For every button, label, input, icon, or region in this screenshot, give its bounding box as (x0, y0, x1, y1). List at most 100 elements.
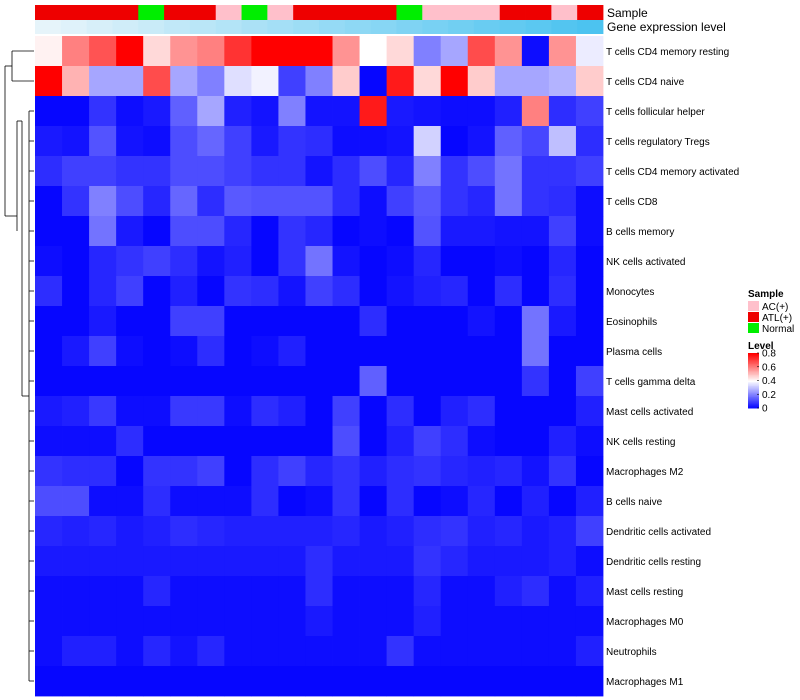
heatmap-cell (62, 666, 90, 697)
heatmap-cell (35, 186, 63, 217)
heatmap-cell (386, 516, 415, 547)
heatmap-cell (197, 96, 225, 127)
heatmap-cell (197, 156, 225, 187)
heatmap-cell (170, 96, 198, 127)
sample-annotation-cell (396, 5, 423, 20)
legend-label: AC(+) (762, 302, 788, 313)
colorbar-segment (748, 355, 759, 358)
heatmap-cell (170, 516, 198, 547)
heatmap-cell (521, 216, 550, 247)
colorbar-segment (748, 406, 759, 409)
colorbar-segment (748, 384, 759, 387)
row-label: Dendritic cells resting (606, 557, 701, 568)
row-label: T cells CD4 memory resting (606, 47, 729, 58)
sample-annotation-cell (35, 5, 62, 20)
heatmap-cell (251, 576, 279, 607)
heatmap-cell (386, 36, 415, 67)
heatmap-cell (548, 366, 577, 397)
heatmap-cell (521, 516, 550, 547)
heatmap-cell (386, 426, 415, 457)
heatmap-cell (170, 426, 198, 457)
heatmap-cell (224, 96, 252, 127)
sample-annotation-cell (112, 5, 139, 20)
colorbar-segment (748, 397, 759, 399)
heatmap-cell (440, 216, 469, 247)
heatmap-cell (197, 276, 225, 307)
heatmap-cell (440, 486, 469, 517)
heatmap-cell (440, 456, 469, 487)
heatmap-cell (197, 666, 225, 697)
level-annotation-cell (138, 20, 165, 34)
heatmap-cell (332, 366, 360, 397)
heatmap-cell (89, 246, 117, 277)
heatmap-cell (62, 336, 90, 367)
heatmap-cell (224, 336, 252, 367)
heatmap-cell (494, 636, 523, 667)
heatmap-cell (116, 366, 144, 397)
heatmap-cell (386, 216, 415, 247)
heatmap-cell (224, 216, 252, 247)
heatmap-cell (359, 126, 388, 157)
sample-annotation-cell (164, 5, 191, 20)
heatmap-cell (332, 96, 360, 127)
heatmap-cell (494, 546, 523, 577)
heatmap-cell (62, 306, 90, 337)
colorbar-segment (748, 377, 759, 380)
heatmap-cell (305, 606, 333, 637)
heatmap-cell (332, 156, 360, 187)
sample-annotation-cell (60, 5, 88, 20)
heatmap-cell (521, 666, 550, 697)
colorbar-segment (748, 390, 759, 392)
heatmap-cell (143, 456, 171, 487)
heatmap-cell (440, 396, 469, 427)
heatmap-cell (332, 36, 360, 67)
heatmap-cell (386, 96, 415, 127)
colorbar-segment (748, 379, 759, 381)
heatmap-cell (332, 516, 360, 547)
colorbar-tick-label: 0.6 (762, 362, 776, 373)
heatmap-cell (143, 216, 171, 247)
heatmap-cell (278, 426, 306, 457)
heatmap-cell (116, 96, 144, 127)
heatmap-cell (548, 396, 577, 427)
heatmap-cell (521, 426, 550, 457)
heatmap-cell (305, 396, 333, 427)
heatmap-cell (521, 576, 550, 607)
heatmap-cell (521, 456, 550, 487)
level-annotation-cell (189, 20, 217, 34)
gene-expression-level-label: Gene expression level (607, 20, 726, 34)
heatmap-cell (305, 66, 333, 97)
heatmap-cell (278, 306, 306, 337)
heatmap-cell (62, 186, 90, 217)
heatmap-cell (413, 96, 442, 127)
colorbar-segment (748, 399, 759, 402)
heatmap-cell (467, 576, 496, 607)
colorbar-segment (748, 383, 759, 386)
legend-label: ATL(+) (762, 313, 792, 324)
heatmap-cell (521, 396, 550, 427)
heatmap-cell (278, 246, 306, 277)
heatmap-cell (521, 306, 550, 337)
heatmap-cell (440, 96, 469, 127)
heatmap-cell (197, 606, 225, 637)
heatmap-cell (197, 576, 225, 607)
heatmap-cell (359, 246, 388, 277)
heatmap-cell (278, 36, 306, 67)
level-annotation-cell (422, 20, 449, 34)
heatmap-cell (62, 246, 90, 277)
heatmap-cell (89, 96, 117, 127)
heatmap-cell (413, 156, 442, 187)
heatmap-cell (467, 306, 496, 337)
heatmap-cell (116, 336, 144, 367)
heatmap-cell (170, 546, 198, 577)
heatmap-cell (143, 606, 171, 637)
sample-annotation-cell (293, 5, 320, 20)
heatmap-cell (143, 366, 171, 397)
heatmap-cell (359, 336, 388, 367)
heatmap-cell (332, 336, 360, 367)
heatmap-cell (521, 96, 550, 127)
heatmap-cell (494, 276, 523, 307)
heatmap-cell (467, 96, 496, 127)
heatmap-cell (305, 576, 333, 607)
heatmap-cell (116, 246, 144, 277)
